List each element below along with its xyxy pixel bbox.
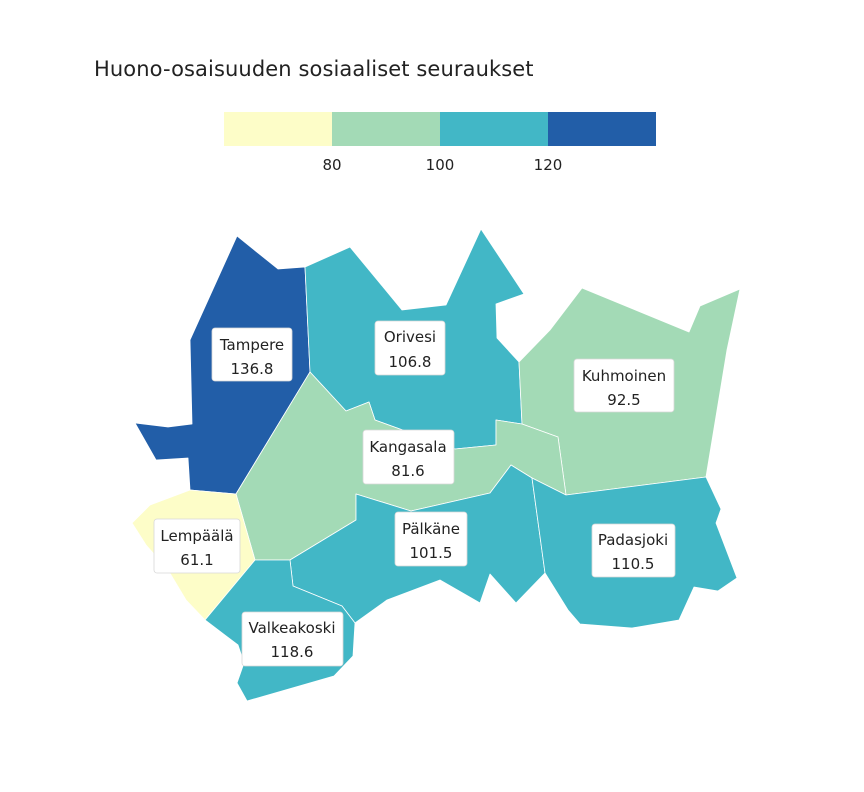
region-value-label: 118.6: [271, 643, 314, 661]
legend-tick-label: 80: [322, 156, 341, 174]
region-name-label: Pälkäne: [402, 520, 460, 538]
map-title: Huono-osaisuuden sosiaaliset seuraukset: [94, 57, 534, 81]
label-palkane: Pälkäne 101.5: [394, 511, 468, 567]
region-value-label: 101.5: [410, 544, 453, 562]
legend-swatch-3: [440, 112, 548, 146]
region-name-label: Orivesi: [384, 328, 436, 346]
label-kangasala: Kangasala 81.6: [362, 429, 455, 485]
label-padasjoki: Padasjoki 110.5: [591, 523, 676, 578]
region-name-label: Lempäälä: [160, 527, 233, 545]
region-name-label: Padasjoki: [598, 531, 668, 549]
region-name-label: Tampere: [219, 336, 284, 354]
region-value-label: 136.8: [231, 360, 274, 378]
region-value-label: 110.5: [612, 555, 655, 573]
region-name-label: Valkeakoski: [248, 619, 335, 637]
region-value-label: 92.5: [607, 391, 640, 409]
region-value-label: 61.1: [180, 551, 213, 569]
legend-swatch-2: [332, 112, 440, 146]
label-orivesi: Orivesi 106.8: [374, 320, 446, 376]
region-value-label: 81.6: [391, 462, 424, 480]
label-lempaala: Lempäälä 61.1: [153, 518, 241, 574]
region-name-label: Kuhmoinen: [582, 367, 666, 385]
color-legend: 80 100 120: [224, 112, 656, 174]
legend-tick-label: 120: [534, 156, 563, 174]
region-name-label: Kangasala: [369, 438, 446, 456]
legend-swatch-1: [224, 112, 332, 146]
legend-tick-label: 100: [426, 156, 455, 174]
label-tampere: Tampere 136.8: [211, 327, 293, 382]
region-value-label: 106.8: [389, 353, 432, 371]
legend-swatch-4: [548, 112, 656, 146]
label-valkeakoski: Valkeakoski 118.6: [241, 611, 344, 667]
label-kuhmoinen: Kuhmoinen 92.5: [573, 358, 675, 413]
